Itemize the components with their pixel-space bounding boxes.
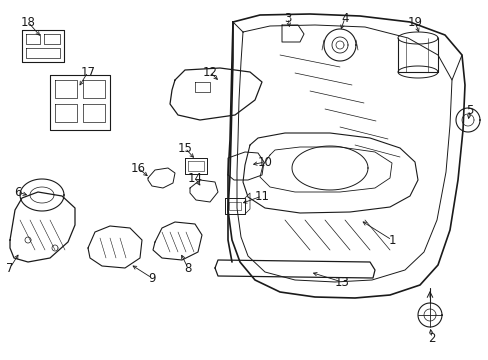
Text: 3: 3 [284,12,291,24]
Text: 17: 17 [81,66,95,78]
Text: 4: 4 [341,12,348,24]
Text: 18: 18 [20,15,35,28]
Text: 7: 7 [6,261,14,274]
Text: 12: 12 [202,66,217,78]
Text: 19: 19 [407,15,422,28]
Text: 5: 5 [466,104,473,117]
Text: 2: 2 [427,332,435,345]
Text: 10: 10 [257,156,272,168]
Text: 9: 9 [148,271,156,284]
Text: 8: 8 [184,261,191,274]
Text: 16: 16 [130,162,145,175]
Text: 11: 11 [254,189,269,202]
Text: 13: 13 [334,275,349,288]
Text: 1: 1 [387,234,395,247]
Text: 6: 6 [14,185,21,198]
Text: 15: 15 [177,141,192,154]
Text: 14: 14 [187,171,202,184]
